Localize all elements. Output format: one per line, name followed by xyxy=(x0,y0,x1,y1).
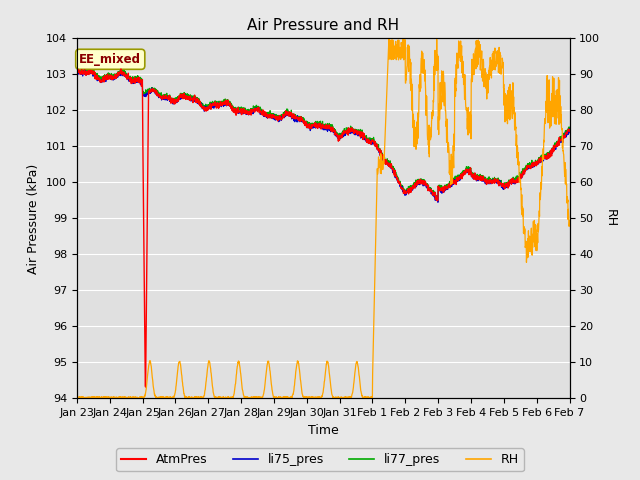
Y-axis label: RH: RH xyxy=(604,209,617,228)
Text: EE_mixed: EE_mixed xyxy=(79,53,141,66)
Y-axis label: Air Pressure (kPa): Air Pressure (kPa) xyxy=(28,163,40,274)
X-axis label: Time: Time xyxy=(308,424,339,437)
Legend: AtmPres, li75_pres, li77_pres, RH: AtmPres, li75_pres, li77_pres, RH xyxy=(116,448,524,471)
Title: Air Pressure and RH: Air Pressure and RH xyxy=(247,18,399,33)
